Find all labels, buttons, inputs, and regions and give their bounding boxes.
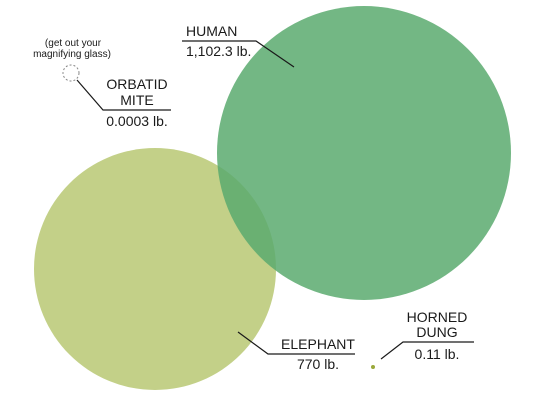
horned-dung-bubble: [371, 365, 375, 369]
magnifier-note-line-1: (get out your: [45, 38, 102, 49]
human-bubble: [217, 6, 511, 300]
horned-dung-callout-line: [380, 341, 474, 360]
elephant-bubble: [34, 148, 276, 390]
elephant-callout-line: [237, 331, 355, 355]
horned-dung-weight-label: 0.11 lb.: [415, 346, 460, 362]
orbatid-mite-name-line-1: ORBATID: [106, 76, 167, 92]
orbatid-mite-weight-label: 0.0003 lb.: [106, 113, 168, 129]
human-name-label: HUMAN: [186, 23, 237, 39]
orbatid-mite-name-line-2: MITE: [120, 92, 153, 108]
horned-dung-name-line-2: DUNG: [416, 324, 457, 340]
orbatid-mite-bubble: [62, 64, 80, 82]
elephant-weight-label: 770 lb.: [297, 356, 339, 372]
elephant-name-label: ELEPHANT: [281, 336, 355, 352]
human-weight-label: 1,102.3 lb.: [186, 43, 251, 59]
human-callout-line: [182, 40, 295, 68]
horned-dung-name-line-1: HORNED: [407, 309, 468, 325]
magnifier-note-line-2: magnifying glass): [33, 49, 111, 60]
orbatid-mite-callout-line: [76, 79, 171, 111]
